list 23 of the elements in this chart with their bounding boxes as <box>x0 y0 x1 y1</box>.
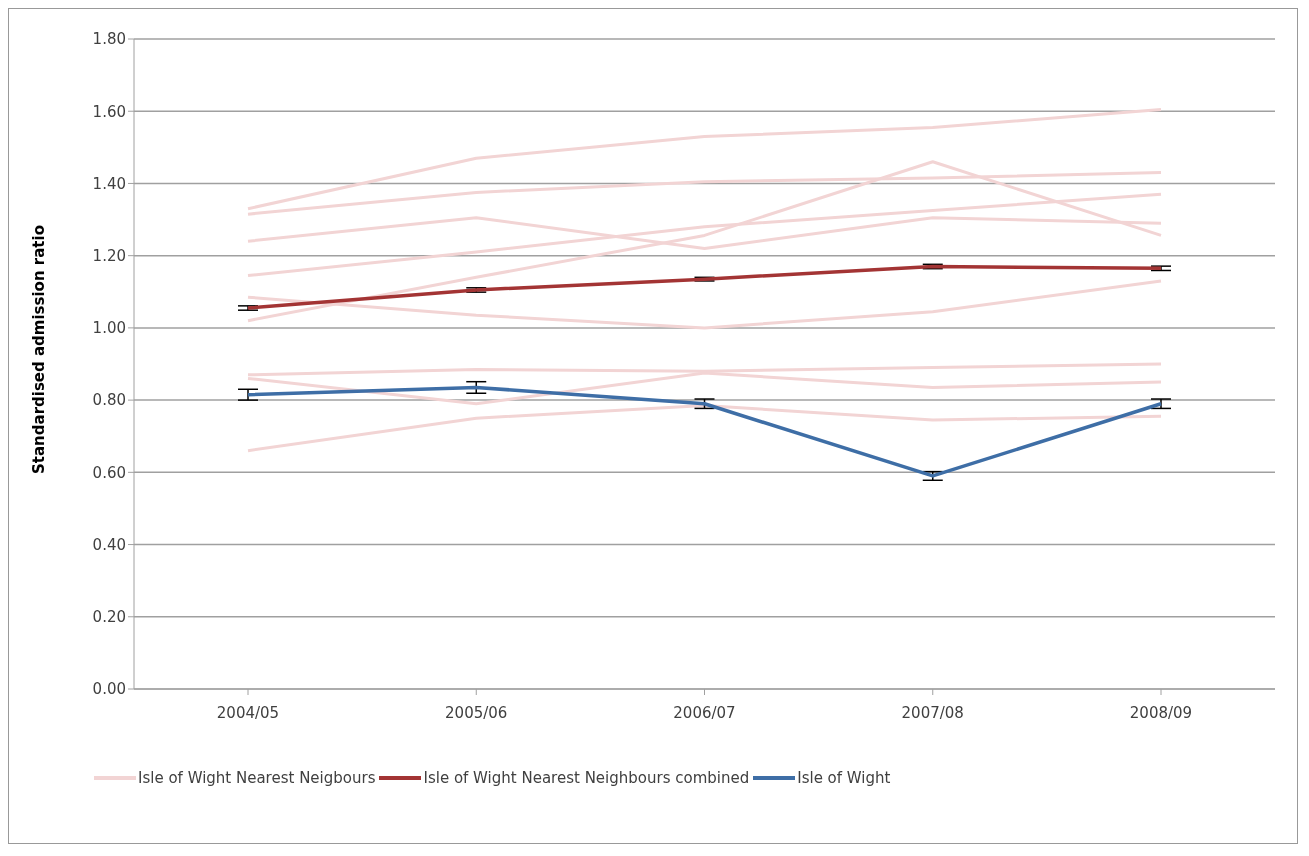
line-series <box>246 107 1163 211</box>
y-tick-label: 0.60 <box>92 463 126 482</box>
legend-label: Isle of Wight Nearest Neigbours <box>138 769 376 787</box>
y-tick-label: 1.00 <box>92 319 126 338</box>
x-tick-label: 2005/06 <box>445 703 508 722</box>
x-tick-label: 2006/07 <box>673 703 736 722</box>
y-tick-label: 0.20 <box>92 608 126 627</box>
x-tick-label: 2007/08 <box>901 703 964 722</box>
y-tick-label: 1.20 <box>92 246 126 265</box>
y-axis-title: Standardised admission ratio <box>30 225 49 474</box>
legend-label: Isle of Wight Nearest Neighbours combined <box>423 769 750 787</box>
legend-label: Isle of Wight <box>797 769 891 787</box>
y-tick-label: 0.00 <box>92 680 126 699</box>
x-tick-label: 2008/09 <box>1129 703 1193 722</box>
x-tick-label: 2004/05 <box>216 703 280 722</box>
y-tick-label: 1.80 <box>92 30 126 49</box>
line-series <box>246 404 1163 453</box>
line-series <box>246 385 1163 478</box>
y-tick-label: 0.80 <box>92 391 126 410</box>
line-series <box>246 264 1163 310</box>
y-tick-label: 1.60 <box>92 102 126 121</box>
y-tick-label: 0.40 <box>92 535 126 554</box>
y-tick-label: 1.40 <box>92 174 126 193</box>
